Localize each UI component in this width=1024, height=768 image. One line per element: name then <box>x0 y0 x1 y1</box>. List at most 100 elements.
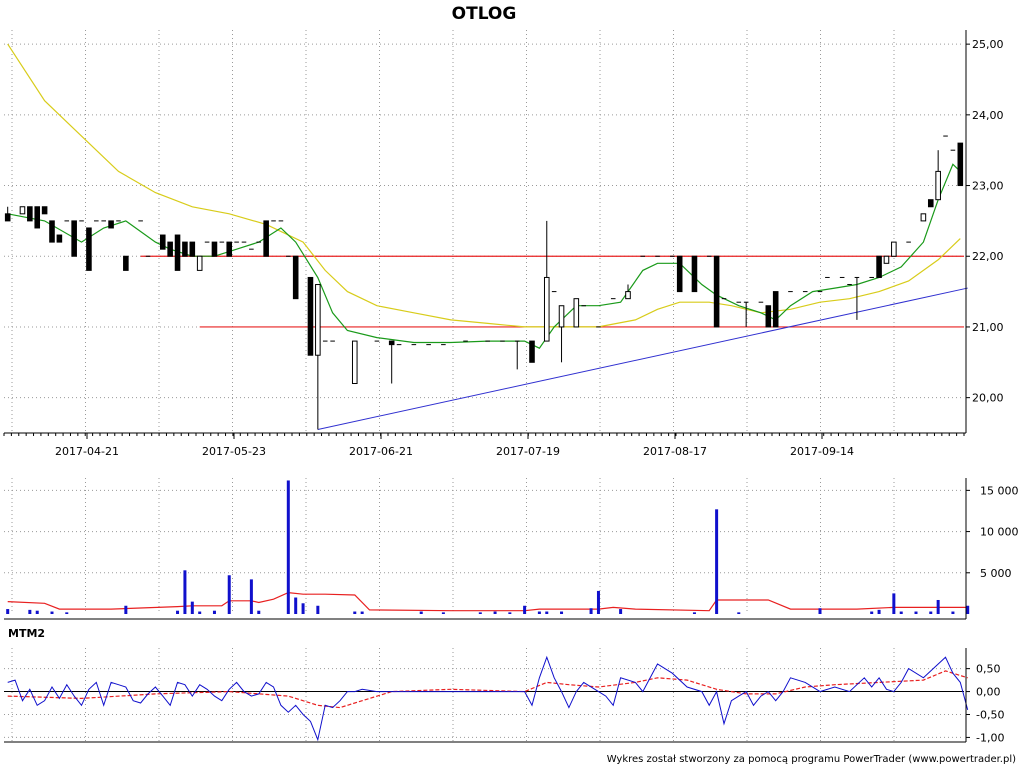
candle-body-down <box>876 255 882 278</box>
candle-body-down <box>772 291 779 328</box>
candle <box>573 298 580 328</box>
candle-body-up <box>351 340 358 385</box>
candle <box>920 213 927 222</box>
volume-bar <box>508 612 512 614</box>
volume-bar <box>28 609 32 614</box>
volume-y-tick-label: 10 000 <box>980 526 1019 539</box>
candle-body-down <box>56 234 63 243</box>
volume-bar <box>441 612 445 614</box>
candle-body-up <box>573 298 580 328</box>
candle <box>876 255 882 278</box>
volume-bar <box>966 605 970 614</box>
candle <box>182 241 188 257</box>
candle-body-down <box>189 241 196 257</box>
candle <box>772 291 779 328</box>
candle <box>529 340 535 363</box>
candle <box>71 220 77 257</box>
volume-bar <box>227 575 231 614</box>
volume-bar <box>892 593 896 614</box>
trendline <box>317 287 968 430</box>
price-y-tick-label: 23,00 <box>972 180 1004 193</box>
candle-body-down <box>71 220 77 257</box>
candle <box>27 206 33 222</box>
volume-bar <box>124 605 128 614</box>
candle-body-down <box>676 255 683 293</box>
volume-bar <box>65 612 69 614</box>
candle <box>935 150 941 201</box>
mtm-signal-line <box>7 670 968 709</box>
price-y-tick-label: 24,00 <box>972 109 1004 122</box>
ma-long-line <box>7 43 961 328</box>
volume-bar <box>523 605 527 614</box>
price-y-tick-label: 21,00 <box>972 321 1004 334</box>
volume-bar <box>198 611 202 614</box>
candle <box>4 206 11 222</box>
volume-bar <box>951 611 955 614</box>
candle-body-down <box>388 340 395 346</box>
candle <box>167 241 173 257</box>
candle-body-up <box>543 276 550 342</box>
candle <box>514 340 520 370</box>
candle <box>292 255 299 300</box>
candle <box>263 220 269 257</box>
volume-bar <box>183 570 187 614</box>
candle-body-down <box>49 220 55 243</box>
price-x-tick-label: 2017-05-23 <box>202 445 266 458</box>
candle <box>307 276 314 356</box>
price-x-tick-label: 2017-04-21 <box>55 445 119 458</box>
price-y-tick-label: 25,00 <box>972 38 1004 51</box>
candle-body-down <box>34 206 41 229</box>
mtm-line <box>7 655 969 742</box>
volume-bar <box>493 611 497 614</box>
candle-body-down <box>108 220 114 229</box>
candle <box>765 305 772 328</box>
candle <box>957 142 964 187</box>
volume-bar <box>877 609 881 614</box>
price-x-tick-label: 2017-09-14 <box>790 445 854 458</box>
volume-bar <box>6 609 10 614</box>
volume-bar <box>929 611 933 614</box>
candle <box>351 340 358 385</box>
price-y-tick-label: 22,00 <box>972 250 1004 263</box>
candle <box>743 301 749 327</box>
volume-bar <box>692 612 696 614</box>
candle-body-up <box>558 305 565 328</box>
volume-bar <box>316 605 320 614</box>
price-x-tick-label: 2017-07-19 <box>496 445 560 458</box>
volume-bar <box>286 480 290 614</box>
candle-body-up <box>19 206 26 215</box>
candle-body-down <box>167 241 173 257</box>
volume-y-tick-label: 5 000 <box>980 567 1012 580</box>
mtm-y-tick-label: -0,50 <box>976 708 1004 721</box>
candle-body-down <box>41 206 48 215</box>
candle <box>226 241 233 257</box>
price-x-tick-label: 2017-08-17 <box>643 445 707 458</box>
volume-bar <box>914 611 918 614</box>
candle <box>854 276 860 320</box>
volume-bar <box>596 590 600 614</box>
candle-body-down <box>159 234 166 250</box>
candle <box>891 241 897 257</box>
volume-bar <box>353 611 357 614</box>
volume-bar <box>870 611 874 614</box>
candle <box>315 284 321 430</box>
candle-body-up <box>196 255 203 271</box>
mtm-y-tick-label: 0,50 <box>976 663 1001 676</box>
volume-bar <box>257 610 261 614</box>
candle <box>927 199 934 208</box>
candle <box>41 206 48 215</box>
volume-bar <box>545 611 549 614</box>
volume-bar <box>294 597 298 614</box>
candle-body-up <box>883 255 890 264</box>
candle-body-down <box>174 234 181 271</box>
volume-bar <box>818 608 822 614</box>
candle <box>174 234 181 271</box>
candle <box>543 220 550 342</box>
candle-body-down <box>529 340 535 363</box>
candle-body-down <box>226 241 233 257</box>
candle <box>159 234 166 250</box>
candle-body-up <box>891 241 897 257</box>
volume-bar <box>715 509 719 614</box>
